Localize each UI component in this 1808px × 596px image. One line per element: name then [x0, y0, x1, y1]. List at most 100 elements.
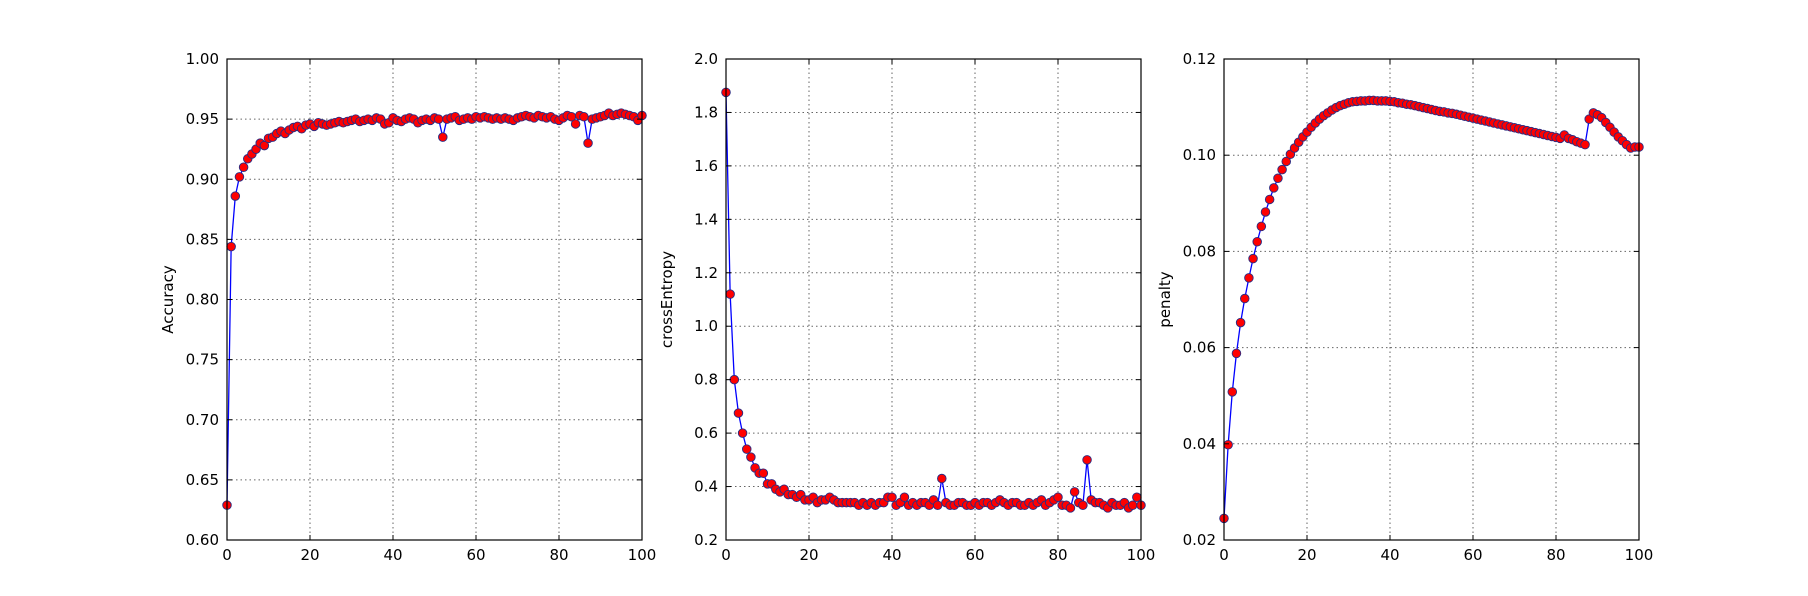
accuracy-y-tick-label: 0.75	[186, 351, 219, 369]
accuracy-data-point	[230, 191, 241, 201]
accuracy-y-axis-label: Accuracy	[159, 265, 177, 334]
cross-entropy-data-point	[887, 492, 897, 502]
cross-entropy-y-tick-label: 1.2	[694, 264, 718, 282]
penalty-y-tick-label: 0.12	[1183, 50, 1216, 68]
cross-entropy-ticks: 0 20 40 60 80 100 0.2 0.4 0.6 0.8 1.0 1.2 1.4 1.6 1.8 2…	[694, 50, 1155, 564]
cross-entropy-data-point	[1065, 503, 1076, 513]
accuracy-data-point	[433, 114, 444, 124]
cross-entropy-y-tick-label: 1.4	[694, 210, 718, 228]
cross-entropy-data-point	[1053, 492, 1063, 502]
penalty-data-point	[1244, 273, 1254, 283]
accuracy-y-tick-label: 1.00	[186, 50, 219, 68]
penalty-grid	[1224, 59, 1639, 540]
cross-entropy-data-point	[746, 452, 756, 462]
penalty-x-tick-label: 20	[1297, 546, 1316, 564]
cross-entropy-x-tick-label: 40	[882, 546, 901, 564]
penalty-data-point	[1256, 221, 1267, 232]
cross-entropy-y-tick-label: 1.6	[694, 157, 718, 175]
cross-entropy-y-tick-label: 0.8	[694, 371, 718, 389]
penalty-x-tick-label: 40	[1380, 546, 1399, 564]
penalty-data-point	[1227, 387, 1238, 397]
cross-entropy-data-point	[1132, 492, 1142, 502]
cross-entropy-data-point	[737, 428, 748, 438]
accuracy-x-tick-label: 40	[383, 546, 402, 564]
accuracy-data-point	[238, 162, 249, 172]
cross-entropy-y-tick-label: 0.2	[694, 531, 718, 549]
penalty-x-tick-label: 100	[1625, 546, 1654, 564]
accuracy-x-tick-label: 100	[628, 546, 657, 564]
accuracy-y-tick-label: 0.95	[186, 110, 219, 128]
penalty-y-tick-label: 0.10	[1183, 146, 1216, 164]
penalty-data-point	[1231, 348, 1242, 359]
cross-entropy-x-tick-label: 20	[799, 546, 818, 564]
cross-entropy-data-point	[733, 408, 744, 418]
penalty-data-point	[1239, 293, 1250, 304]
penalty-y-tick-label: 0.06	[1183, 339, 1216, 357]
cross-entropy-chart: 0 20 40 60 80 100 0.2 0.4 0.6 0.8 1.0 1.2 1.4 1.6 1.8 2…	[658, 50, 1155, 564]
accuracy-y-tick-label: 0.85	[186, 230, 219, 248]
cross-entropy-x-tick-label: 80	[1048, 546, 1067, 564]
penalty-data-point	[1277, 164, 1287, 175]
cross-entropy-y-axis-label: crossEntropy	[658, 251, 676, 348]
penalty-y-axis-label: penalty	[1156, 271, 1174, 327]
cross-entropy-y-tick-label: 1.0	[694, 317, 718, 335]
accuracy-data-point	[259, 140, 270, 151]
cross-entropy-data-point	[1082, 455, 1092, 465]
accuracy-chart: 0 20 40 60 80 100 0.60 0.65 0.70 0.75 0.80 0.85 0.90…	[159, 50, 656, 564]
accuracy-y-tick-label: 0.65	[186, 471, 219, 489]
penalty-data-point	[1260, 207, 1271, 217]
penalty-data-point	[1281, 156, 1291, 167]
accuracy-series	[222, 108, 647, 510]
cross-entropy-y-tick-label: 2.0	[694, 50, 718, 68]
penalty-data-point	[1252, 237, 1262, 247]
cross-entropy-data-point	[1078, 500, 1088, 511]
cross-entropy-x-tick-label: 60	[965, 546, 984, 564]
cross-entropy-data-point	[1069, 487, 1080, 497]
penalty-data-point	[1269, 183, 1279, 193]
accuracy-data-point	[438, 132, 448, 142]
cross-entropy-data-point	[729, 374, 740, 385]
accuracy-data-point	[583, 138, 593, 148]
accuracy-y-tick-label: 0.90	[186, 170, 219, 188]
cross-entropy-y-tick-label: 0.6	[694, 424, 718, 442]
penalty-plot-frame	[1223, 58, 1640, 541]
cross-entropy-x-tick-label: 0	[721, 546, 731, 564]
accuracy-x-tick-label: 60	[466, 546, 485, 564]
accuracy-ticks: 0 20 40 60 80 100 0.60 0.65 0.70 0.75 0.80 0.85 0.90…	[186, 50, 657, 564]
accuracy-y-tick-label: 0.60	[186, 531, 219, 549]
penalty-y-tick-label: 0.02	[1183, 531, 1216, 549]
penalty-data-point	[1248, 253, 1258, 264]
penalty-data-point	[1264, 194, 1275, 205]
accuracy-x-tick-label: 80	[549, 546, 568, 564]
penalty-ticks: 0 20 40 60 80 100 0.02 0.04 0.06 0.08 0.10 0.12	[1183, 50, 1654, 564]
penalty-data-point	[1273, 173, 1283, 184]
accuracy-x-tick-label: 0	[222, 546, 232, 564]
cross-entropy-data-point	[758, 468, 769, 478]
penalty-data-point	[1235, 317, 1246, 328]
cross-entropy-x-tick-label: 100	[1127, 546, 1156, 564]
penalty-x-tick-label: 0	[1219, 546, 1229, 564]
penalty-data-point	[1580, 139, 1590, 150]
cross-entropy-data-point	[725, 289, 735, 299]
accuracy-data-point	[226, 241, 236, 252]
cross-entropy-data-point	[937, 473, 947, 484]
cross-entropy-data-point	[932, 500, 943, 511]
accuracy-data-point	[579, 111, 589, 122]
accuracy-data-point	[234, 172, 245, 182]
cross-entropy-y-tick-label: 1.8	[694, 103, 718, 121]
penalty-chart: 0 20 40 60 80 100 0.02 0.04 0.06 0.08 0.10 0.12 pen…	[1156, 50, 1653, 564]
accuracy-y-tick-label: 0.80	[186, 291, 219, 309]
cross-entropy-data-point	[1127, 500, 1138, 511]
penalty-x-tick-label: 80	[1546, 546, 1565, 564]
accuracy-y-tick-label: 0.70	[186, 411, 219, 429]
cross-entropy-y-tick-label: 0.4	[694, 478, 718, 496]
accuracy-x-tick-label: 20	[300, 546, 319, 564]
penalty-x-tick-label: 60	[1463, 546, 1482, 564]
penalty-y-tick-label: 0.08	[1183, 242, 1216, 260]
penalty-series	[1219, 95, 1644, 524]
cross-entropy-grid	[726, 59, 1141, 540]
accuracy-data-point	[570, 119, 581, 129]
cross-entropy-plot-frame	[725, 58, 1142, 541]
